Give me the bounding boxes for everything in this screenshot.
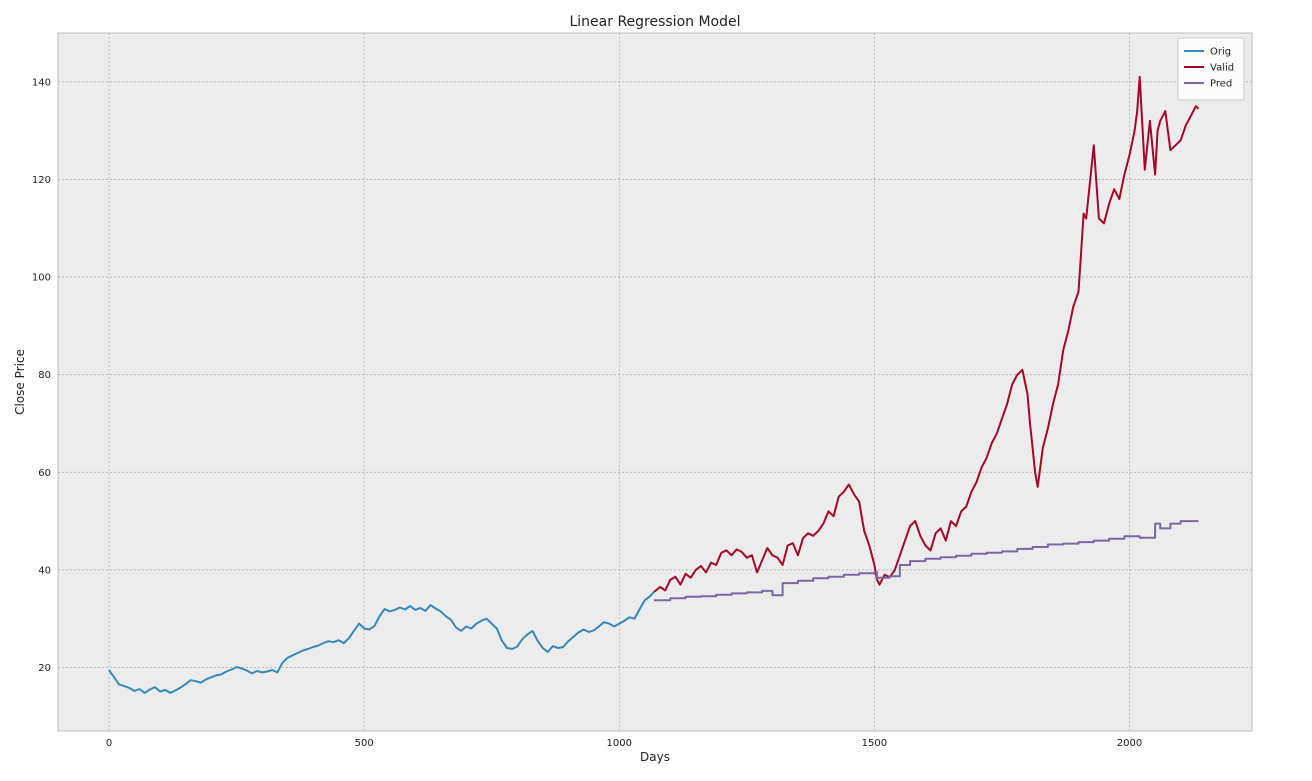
x-tick-label: 500: [355, 738, 374, 749]
y-axis-label: Close Price: [13, 349, 27, 415]
legend-label-orig: Orig: [1210, 47, 1231, 58]
y-tick-label: 40: [38, 565, 51, 576]
series-line-valid: [653, 75, 1200, 593]
series-lines: [108, 75, 1200, 694]
series-line-orig: [108, 591, 655, 694]
gridlines: [58, 33, 1252, 731]
x-tick-label: 1500: [862, 738, 887, 749]
legend-label-valid: Valid: [1210, 63, 1234, 74]
series-line-pred: [654, 520, 1199, 602]
x-axis-label: Days: [640, 750, 670, 764]
x-tick-label: 1000: [607, 738, 632, 749]
legend-box: [1177, 37, 1245, 101]
y-tick-label: 100: [32, 273, 51, 284]
y-tick-label: 120: [32, 175, 51, 186]
chart-title: Linear Regression Model: [569, 14, 740, 30]
y-tick-label: 140: [32, 77, 51, 88]
y-tick-label: 20: [38, 663, 51, 674]
y-tick-label: 60: [38, 468, 51, 479]
plot-area: [57, 32, 1253, 732]
legend: Orig Valid Pred: [1177, 37, 1245, 101]
axis-ticks: 0 500 1000 1500 2000 20 40 60 80 100 120 140: [32, 77, 1142, 749]
legend-label-pred: Pred: [1210, 79, 1232, 90]
x-tick-label: 2000: [1117, 738, 1142, 749]
y-tick-label: 80: [38, 370, 51, 381]
x-tick-label: 0: [106, 738, 112, 749]
